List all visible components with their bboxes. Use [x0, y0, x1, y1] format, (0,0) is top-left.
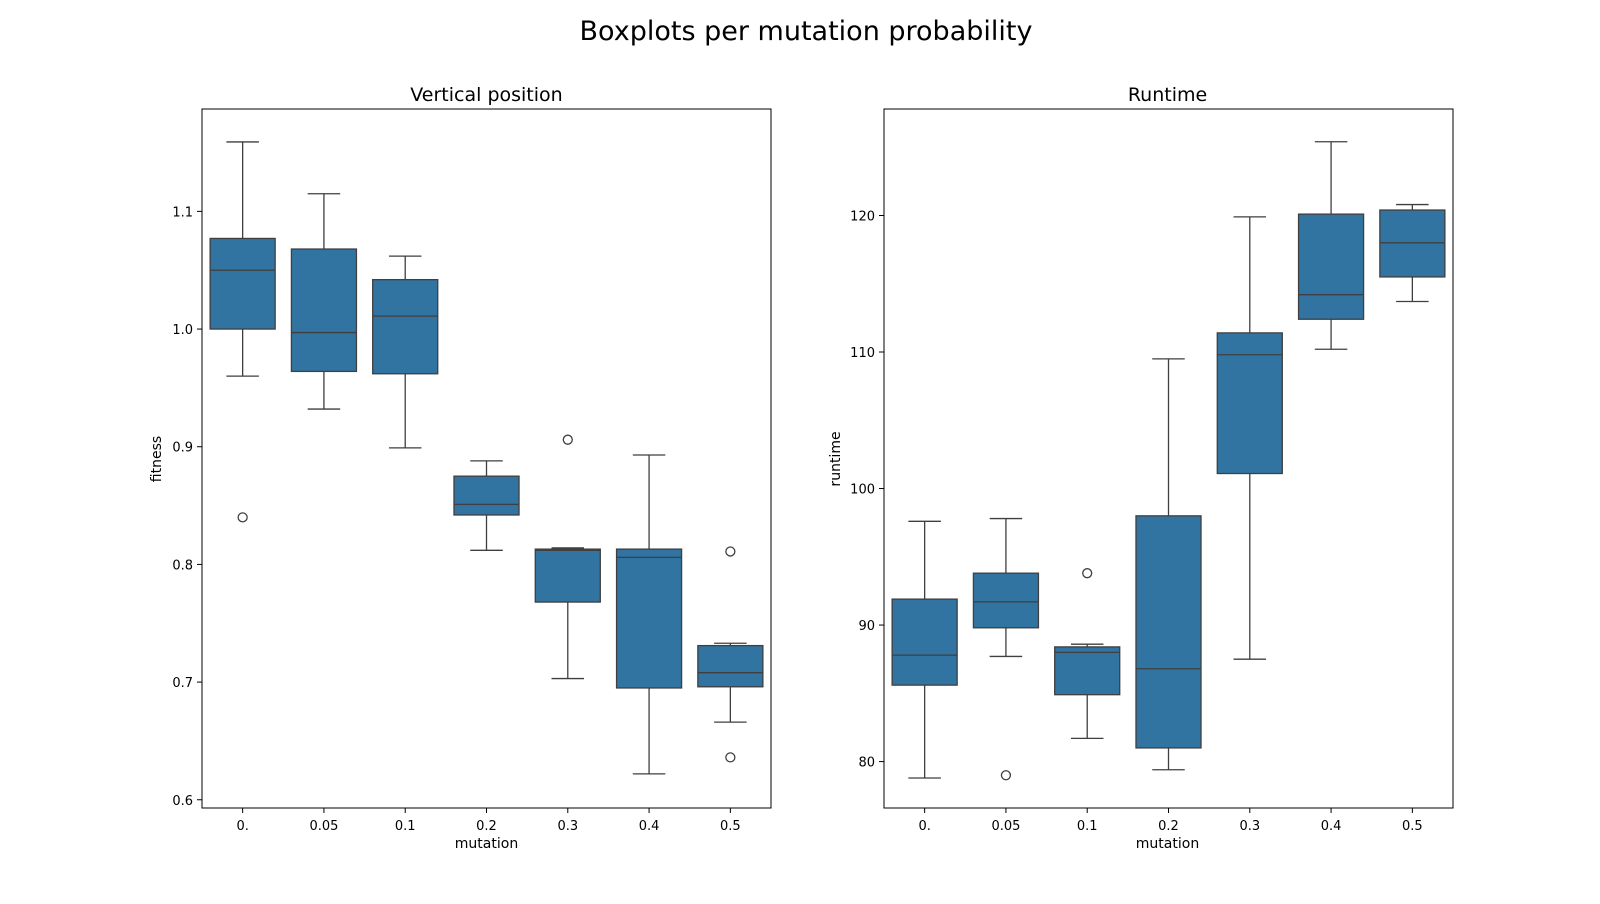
y-tick-label: 90	[858, 619, 875, 634]
x-tick-label: 0.2	[476, 819, 497, 834]
iqr-box	[1054, 646, 1121, 696]
outlier-point	[725, 752, 736, 763]
box-runtime-0-1	[1054, 568, 1121, 740]
y-tick-label: 0.6	[172, 794, 193, 809]
outlier-point	[725, 546, 736, 557]
box-vertical-position-0-5	[697, 546, 764, 763]
box-vertical-position-0	[209, 141, 276, 523]
box-vertical-position-0-05	[290, 193, 358, 410]
box-runtime-0	[891, 520, 958, 779]
iqr-box	[1297, 213, 1365, 320]
box-runtime-0-2	[1135, 358, 1202, 771]
x-tick-label: 0.05	[991, 819, 1020, 834]
y-tick-label: 100	[850, 483, 875, 498]
iqr-box	[972, 572, 1040, 629]
iqr-box	[534, 548, 601, 603]
x-axis-label-runtime: mutation	[1136, 836, 1199, 852]
box-runtime-0-5	[1379, 203, 1446, 303]
outlier-point	[562, 434, 573, 445]
x-tick-label: 0.3	[1239, 819, 1260, 834]
panel-title-runtime: Runtime	[1128, 84, 1207, 106]
iqr-box	[1379, 209, 1446, 278]
box-runtime-0-4	[1297, 141, 1365, 350]
iqr-box	[453, 475, 520, 516]
box-runtime-0-3	[1216, 216, 1283, 660]
iqr-box	[1216, 332, 1283, 475]
x-tick-label: 0.1	[395, 819, 416, 834]
iqr-box	[697, 644, 764, 688]
outlier-point	[237, 512, 248, 523]
panel-vertical-position: Vertical position mutation fitness 0.60.…	[149, 84, 772, 852]
outlier-point	[1082, 568, 1093, 579]
x-tick-label: 0.5	[1402, 819, 1423, 834]
x-tick-label: 0.5	[720, 819, 741, 834]
y-axis-label-fitness: fitness	[149, 436, 165, 482]
panel-title-vertical-position: Vertical position	[410, 84, 562, 106]
iqr-box	[290, 248, 358, 373]
iqr-box	[372, 278, 439, 375]
x-axis-label-vertical-position: mutation	[455, 836, 518, 852]
x-tick-label: 0.4	[1321, 819, 1342, 834]
box-vertical-position-0-3	[534, 434, 601, 680]
x-tick-label: 0.	[236, 819, 248, 834]
y-tick-label: 80	[858, 756, 875, 771]
iqr-box	[209, 237, 276, 330]
panel-runtime: Runtime mutation runtime 80 90 100 110 120 0.…	[828, 84, 1454, 852]
y-tick-label: 1.1	[172, 205, 193, 220]
y-tick-label: 0.7	[172, 676, 193, 691]
y-tick-label: 110	[850, 346, 875, 361]
figure-title: Boxplots per mutation probability	[580, 16, 1033, 47]
box-runtime-0-05	[972, 517, 1040, 781]
box-vertical-position-0-1	[372, 255, 439, 449]
y-tick-label: 1.0	[172, 323, 193, 338]
x-tick-label: 0.05	[309, 819, 338, 834]
outlier-point	[1000, 770, 1012, 781]
box-vertical-position-0-2	[453, 460, 520, 551]
y-axis-label-runtime: runtime	[828, 431, 844, 486]
plot-area-vertical-position: 0.6 0.7 0.8 0.9 1.0 1.1 0. 0.05 0.1 0.2 0.3 0.4 0.5	[172, 108, 772, 834]
x-tick-label: 0.	[918, 819, 930, 834]
y-tick-label: 0.9	[172, 441, 193, 456]
box-vertical-position-0-4	[615, 454, 683, 775]
iqr-box	[891, 598, 958, 686]
y-tick-label: 120	[850, 209, 875, 224]
y-tick-label: 0.8	[172, 558, 193, 573]
x-tick-label: 0.4	[639, 819, 660, 834]
plot-area-runtime: 80 90 100 110 120 0. 0.05 0.1 0.2 0.3 0.4 0.5	[850, 108, 1454, 834]
x-tick-label: 0.3	[557, 819, 578, 834]
x-tick-label: 0.2	[1158, 819, 1179, 834]
iqr-box	[1135, 515, 1202, 749]
iqr-box	[615, 548, 683, 689]
x-tick-label: 0.1	[1077, 819, 1098, 834]
